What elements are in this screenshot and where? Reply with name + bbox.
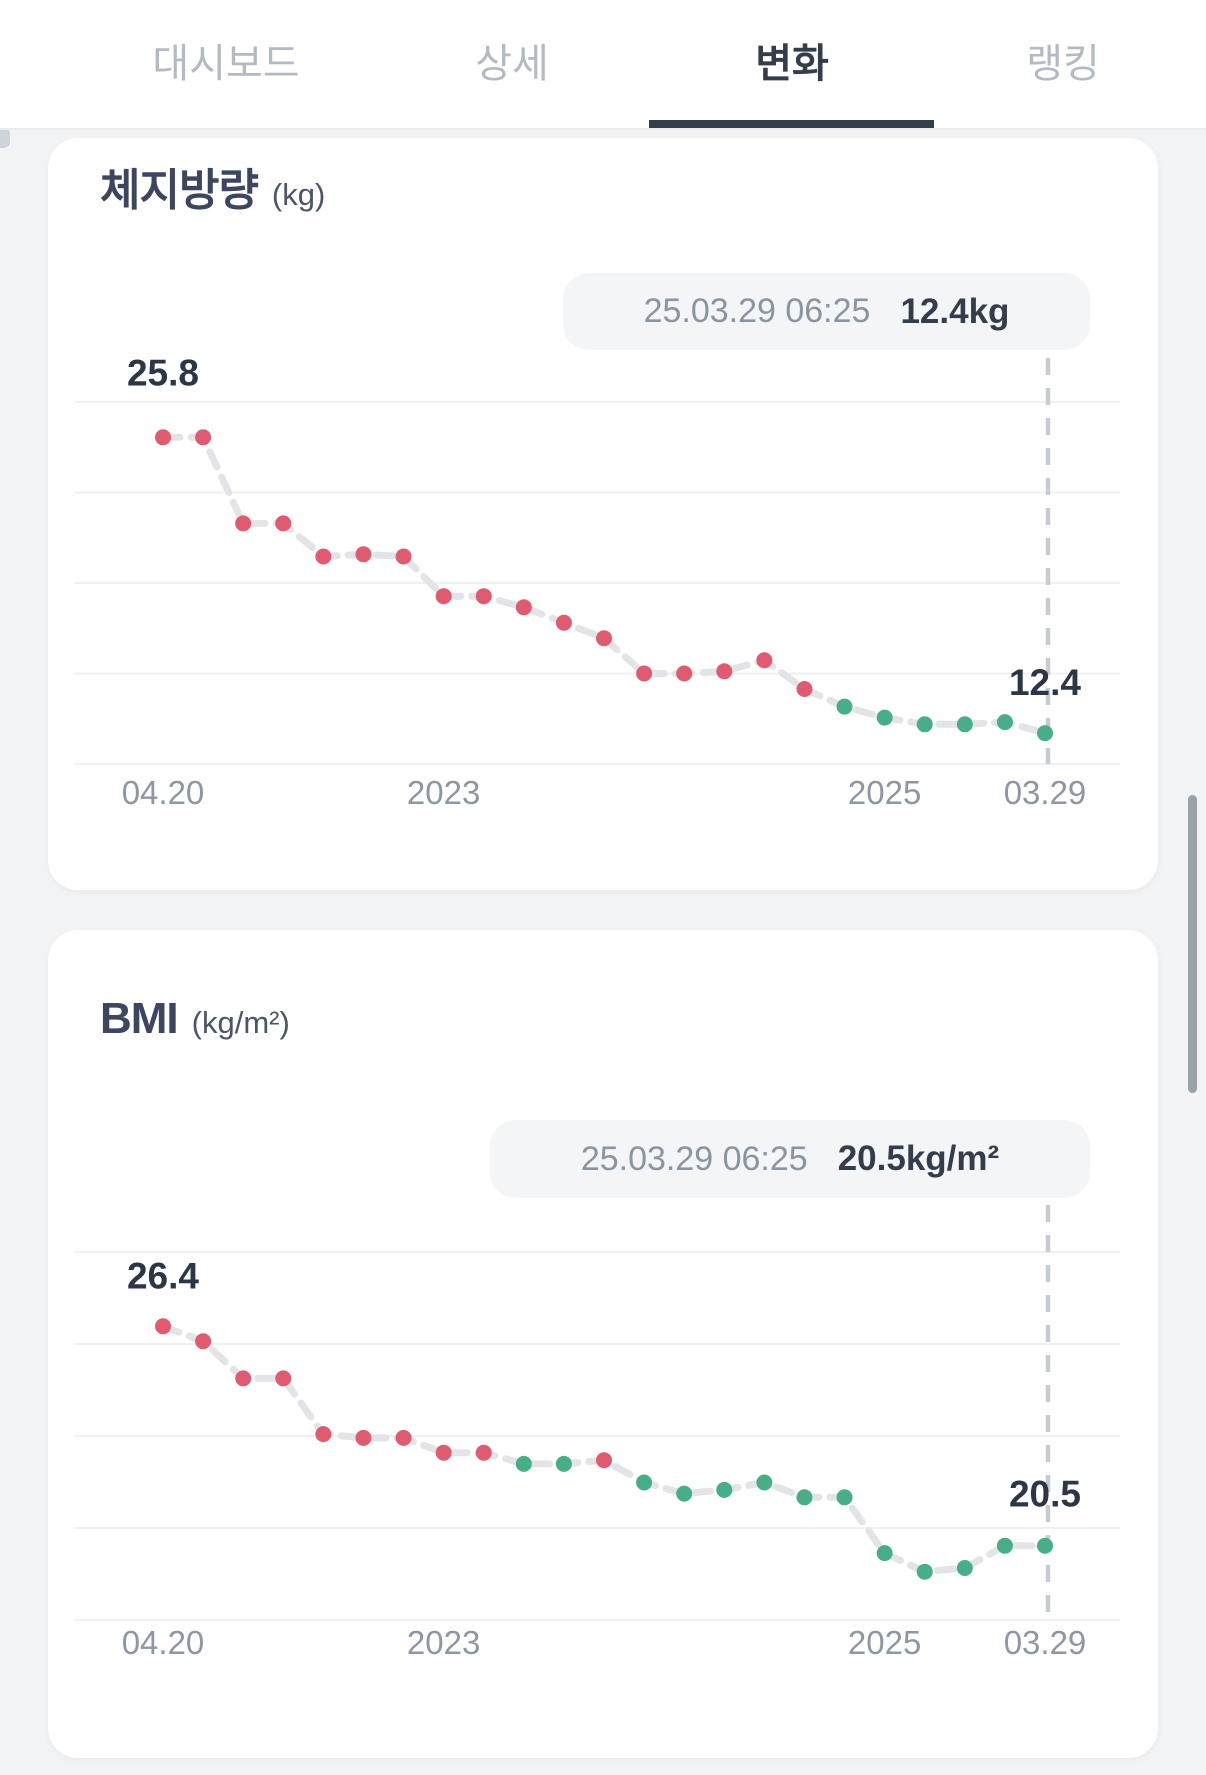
data-point-red[interactable]: [756, 652, 773, 669]
data-point-red[interactable]: [796, 681, 813, 697]
data-point-red[interactable]: [636, 665, 653, 682]
data-point-red[interactable]: [395, 1429, 412, 1446]
data-point-green[interactable]: [956, 716, 973, 733]
vertical-scrollbar-thumb[interactable]: [1188, 795, 1197, 1093]
data-point-green[interactable]: [876, 709, 893, 726]
x-axis-tick-label: 2025: [848, 1624, 921, 1661]
chart-title: BMI: [100, 994, 179, 1043]
data-point-green[interactable]: [716, 1481, 733, 1498]
last-point-value-label: 12.4: [1009, 662, 1081, 703]
data-point-green[interactable]: [515, 1455, 532, 1472]
data-point-red[interactable]: [676, 665, 693, 682]
measurement-tooltip: 25.03.29 06:25 20.5kg/m²: [490, 1120, 1090, 1198]
data-point-red[interactable]: [716, 663, 733, 680]
data-point-green[interactable]: [1037, 1537, 1053, 1554]
first-point-value-label: 25.8: [127, 352, 199, 393]
data-point-red[interactable]: [395, 548, 412, 565]
x-axis-tick-label: 04.20: [122, 1624, 205, 1661]
bmi-card-title: BMI (kg/m²): [100, 994, 290, 1044]
measurement-tooltip: 25.03.29 06:25 12.4kg: [563, 273, 1090, 350]
x-axis-tick-label: 2023: [407, 1624, 480, 1661]
data-point-green[interactable]: [676, 1485, 693, 1502]
data-point-red[interactable]: [275, 515, 292, 532]
measurement-datetime: 25.03.29 06:25: [643, 292, 871, 330]
data-point-green[interactable]: [996, 1537, 1013, 1554]
data-point-red[interactable]: [596, 1452, 612, 1469]
x-axis-tick-label: 03.29: [1004, 1624, 1087, 1661]
chart-unit: (kg/m²): [191, 1005, 290, 1040]
tab-change[interactable]: 변화: [755, 42, 829, 86]
data-point-red[interactable]: [435, 588, 452, 605]
data-point-red[interactable]: [475, 1444, 492, 1461]
data-point-red[interactable]: [475, 588, 492, 605]
left-edge-notch: [0, 128, 10, 148]
active-tab-underline: [649, 120, 934, 128]
data-point-red[interactable]: [315, 548, 332, 565]
bmi-card: BMI (kg/m²) 25.03.29 06:25 20.5kg/m² 26.…: [48, 930, 1158, 1758]
data-point-red[interactable]: [195, 429, 212, 446]
measurement-datetime: 25.03.29 06:25: [580, 1139, 808, 1178]
body-fat-trend-chart[interactable]: 25.8 12.4 04.20 2023 2025 03.29: [48, 138, 1158, 890]
trend-line: [159, 433, 1049, 737]
data-point-green[interactable]: [756, 1474, 773, 1491]
body-fat-card-title: 체지방량 (kg): [100, 154, 325, 218]
data-point-green[interactable]: [1037, 725, 1053, 742]
data-point-red[interactable]: [195, 1333, 212, 1350]
data-point-green[interactable]: [996, 714, 1013, 731]
data-point-green[interactable]: [796, 1489, 813, 1506]
data-point-red[interactable]: [555, 614, 572, 631]
data-point-green[interactable]: [956, 1560, 973, 1576]
x-axis-tick-label: 2025: [848, 774, 921, 811]
first-point-value-label: 26.4: [127, 1255, 199, 1296]
data-point-green[interactable]: [636, 1474, 653, 1491]
data-point-red[interactable]: [355, 1429, 372, 1446]
tab-dashboard[interactable]: 대시보드: [152, 42, 300, 86]
x-axis-tick-label: 03.29: [1004, 774, 1087, 811]
tab-bar: 대시보드 상세 변화 랭킹: [0, 0, 1206, 130]
data-point-green[interactable]: [876, 1545, 893, 1562]
last-point-value-label: 20.5: [1009, 1474, 1081, 1515]
chart-unit: (kg): [271, 177, 326, 212]
data-point-green[interactable]: [555, 1455, 572, 1472]
data-point-red[interactable]: [515, 599, 532, 616]
x-axis-tick-label: 04.20: [122, 774, 205, 811]
measurement-value: 20.5kg/m²: [837, 1139, 1000, 1178]
chart-title: 체지방량: [100, 166, 259, 215]
measurement-value: 12.4kg: [900, 291, 1010, 331]
data-point-green[interactable]: [916, 716, 933, 733]
data-point-red[interactable]: [275, 1370, 292, 1387]
data-point-red[interactable]: [315, 1426, 332, 1443]
data-point-green[interactable]: [916, 1563, 933, 1580]
tab-detail[interactable]: 상세: [475, 42, 549, 86]
data-point-red[interactable]: [235, 1370, 252, 1387]
data-point-red[interactable]: [155, 1318, 171, 1335]
tab-ranking[interactable]: 랭킹: [1026, 42, 1100, 86]
body-fat-card: 체지방량 (kg) 25.03.29 06:25 12.4kg 25.8 12.4…: [48, 138, 1158, 890]
data-point-red[interactable]: [435, 1444, 452, 1461]
data-point-red[interactable]: [155, 429, 171, 446]
data-point-red[interactable]: [355, 546, 372, 563]
data-point-green[interactable]: [836, 1489, 853, 1506]
data-point-green[interactable]: [836, 698, 853, 715]
x-axis-tick-label: 2023: [407, 774, 480, 811]
data-point-red[interactable]: [235, 515, 252, 532]
bmi-trend-chart[interactable]: 26.4 20.5 04.20 2023 2025 03.29: [48, 930, 1158, 1758]
trend-line: [159, 1322, 1049, 1576]
data-point-red[interactable]: [596, 630, 612, 647]
